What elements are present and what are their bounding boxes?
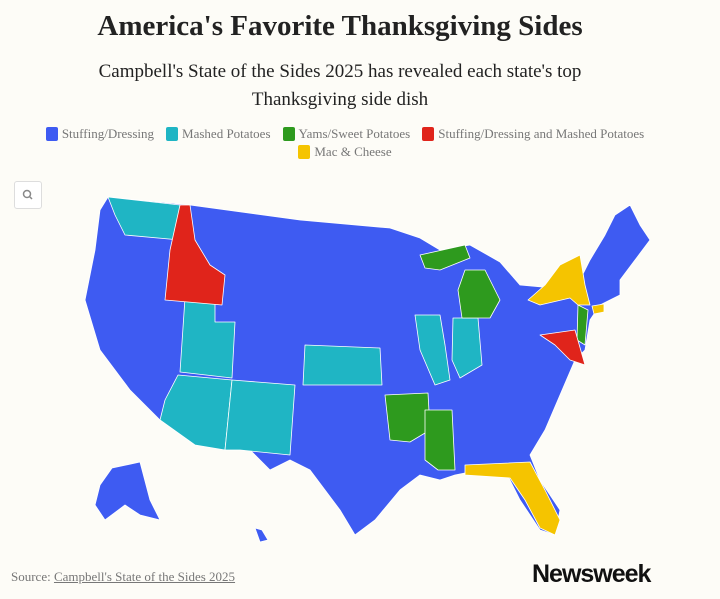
- title: America's Favorite Thanksgiving Sides: [97, 10, 583, 42]
- region: [414, 314, 451, 386]
- region: [384, 392, 431, 443]
- legend-item[interactable]: Stuffing/Dressing and Mashed Potatoes: [422, 126, 644, 142]
- region: [419, 244, 471, 271]
- region: [464, 461, 561, 536]
- legend-label: Mac & Cheese: [314, 144, 392, 159]
- legend-item[interactable]: Stuffing/Dressing: [45, 126, 155, 142]
- source-label: Source:: [11, 569, 51, 584]
- legend-swatch: [422, 127, 435, 141]
- region: [576, 304, 589, 346]
- legend-label: Stuffing/Dressing and Mashed Potatoes: [438, 126, 645, 141]
- legend: Stuffing/Dressing Mashed Potatoes Yams/Swe…: [20, 126, 670, 160]
- region: [424, 409, 456, 471]
- legend-swatch: [282, 127, 295, 141]
- region: [224, 379, 296, 456]
- region: [527, 254, 591, 306]
- legend-swatch: [45, 127, 58, 141]
- subtitle: Campbell's State of the Sides 2025 has r…: [98, 61, 582, 110]
- source: Source: Campbell's State of the Sides 20…: [11, 569, 235, 585]
- region: [254, 527, 269, 543]
- region: [539, 329, 586, 366]
- map: [84, 196, 651, 543]
- region: [107, 196, 181, 241]
- legend-label: Mashed Potatoes: [182, 126, 271, 141]
- legend-label: Stuffing/Dressing: [61, 126, 155, 141]
- legend-swatch: [166, 127, 179, 141]
- region: [164, 204, 226, 306]
- legend-label: Yams/Sweet Potatoes: [298, 126, 411, 141]
- legend-item[interactable]: Mashed Potatoes: [166, 126, 271, 142]
- search-icon: [22, 189, 33, 200]
- region: [591, 303, 605, 315]
- logo: Newsweek: [532, 560, 651, 588]
- region: [457, 269, 501, 319]
- search-button[interactable]: [14, 181, 42, 209]
- legend-item[interactable]: Yams/Sweet Potatoes: [282, 126, 411, 142]
- legend-swatch: [298, 145, 311, 159]
- legend-item[interactable]: Mac & Cheese: [298, 144, 392, 160]
- source-link[interactable]: Campbell's State of the Sides 2025: [53, 569, 236, 584]
- region: [302, 344, 383, 386]
- region: [94, 461, 161, 521]
